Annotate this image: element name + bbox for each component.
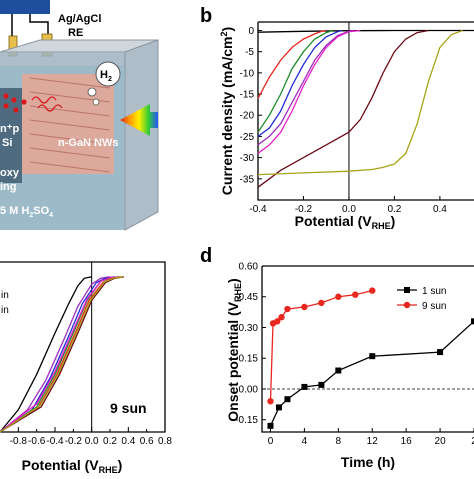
b-ytick-label: -5: [245, 47, 254, 58]
c-legend-entry-1: in: [1, 290, 9, 301]
b-series-line-3: [258, 31, 342, 137]
c-xtick-label: -0.8: [10, 436, 28, 447]
chart-c: -0.8 -0.4 0.0 0.4 0.8 -0.6 -0.2 0.2 0.6 in in 9 sun…: [0, 262, 172, 474]
d-point-0: [301, 384, 307, 390]
small-bubble-2: [93, 99, 99, 105]
c-series-line-4: [0, 277, 119, 432]
b-xtick-label: -0.4: [249, 204, 267, 215]
small-bubble-1: [88, 88, 96, 96]
nanowire-block: [22, 74, 114, 174]
b-xlabel: Potential (VRHE): [295, 213, 396, 231]
c-xtick-minor-label: -0.6: [28, 436, 46, 447]
re-label-1: Ag/AgCl: [58, 13, 101, 25]
illustration-panel: Ag/AgCl RE H2 n-GaN NWs: [0, 0, 158, 230]
b-ytick-label: -25: [240, 132, 255, 143]
b-ylabel: Current density (mA/cm2): [219, 27, 235, 195]
d-legend-marker-0: [404, 287, 410, 293]
c-annotation: 9 sun: [110, 400, 147, 416]
d-point-1: [278, 314, 284, 320]
b-series-line-2: [258, 31, 333, 133]
d-point-0: [369, 353, 375, 359]
nw-label: n-GaN NWs: [58, 137, 119, 149]
c-series-line-0: [0, 277, 92, 432]
c-xtick-minor-label: 0.2: [103, 436, 117, 447]
d-legend-label-0: 1 sun: [422, 286, 446, 297]
c-xtick-minor-label: -0.2: [65, 436, 83, 447]
d-xlabel: Time (h): [341, 454, 395, 470]
panel-label-d: d: [200, 245, 212, 267]
b-xtick-label: 0.4: [433, 204, 447, 215]
b-ytick-label: -10: [240, 68, 255, 79]
b-ytick-label: -15: [240, 90, 255, 101]
wire: [30, 14, 48, 36]
d-point-0: [437, 349, 443, 355]
b-series-line-0: [258, 31, 474, 33]
d-point-0: [335, 368, 341, 374]
c-legend-entry-2: in: [1, 305, 9, 316]
d-point-1: [267, 398, 273, 404]
d-ytick-label: 0.60: [239, 262, 259, 273]
d-ytick-label: 0.30: [239, 323, 259, 334]
chart-d: 04812162020.600.450.300.150.00-0.151 sun…: [225, 262, 474, 471]
c-xtick-label: 0.8: [158, 436, 172, 447]
d-point-0: [267, 423, 273, 429]
np-label-1: n⁺p: [0, 123, 20, 135]
d-ytick-label: 0.15: [239, 354, 259, 365]
d-xtick-label: 12: [367, 436, 379, 447]
b-ytick-label: -30: [240, 153, 255, 164]
epoxy-label-1: oxy: [0, 167, 20, 179]
d-point-1: [284, 306, 290, 312]
d-point-1: [301, 304, 307, 310]
b-series-line-4: [258, 31, 354, 145]
c-xtick-minor-label: 0.6: [140, 436, 154, 447]
re-label-2: RE: [68, 27, 83, 39]
c-xtick-label: -0.4: [46, 436, 64, 447]
b-series-line-6: [258, 31, 429, 188]
d-point-0: [318, 382, 324, 388]
tank-side: [125, 40, 158, 230]
b-ytick-label: -35: [240, 174, 255, 185]
d-xtick-label: 4: [302, 436, 308, 447]
epoxy-label-2: ing: [0, 181, 17, 193]
d-point-1: [335, 294, 341, 300]
d-legend-marker-1: [404, 302, 410, 308]
c-series-line-1: [0, 277, 110, 432]
electrolyte-label: 5 M H2SO4: [0, 205, 53, 219]
d-point-1: [318, 300, 324, 306]
c-xtick-label: 0.4: [121, 436, 135, 447]
np-label-2: Si: [2, 137, 12, 149]
b-series-line-1: [258, 31, 326, 99]
d-legend-label-1: 9 sun: [422, 301, 446, 312]
d-point-0: [276, 404, 282, 410]
potentiostat-box: [0, 0, 50, 14]
d-xtick-label: 16: [401, 436, 413, 447]
panel-label-b: b: [200, 5, 212, 27]
d-point-1: [352, 291, 358, 297]
d-xtick-label: 0: [268, 436, 274, 447]
c-series-line-3: [0, 277, 119, 432]
c-xtick-label: 0.0: [85, 436, 99, 447]
c-xlabel: Potential (VRHE): [22, 457, 123, 474]
d-ytick-label: 0.00: [239, 384, 259, 395]
d-point-0: [284, 396, 290, 402]
b-ytick-label: 0: [248, 26, 254, 37]
d-point-1: [369, 287, 375, 293]
d-xtick-label: 8: [336, 436, 342, 447]
b-ytick-label: -20: [240, 111, 255, 122]
d-xtick-label: 20: [435, 436, 447, 447]
d-series-line-0: [271, 321, 474, 426]
d-ylabel: Onset potential (VRHE): [225, 278, 243, 421]
